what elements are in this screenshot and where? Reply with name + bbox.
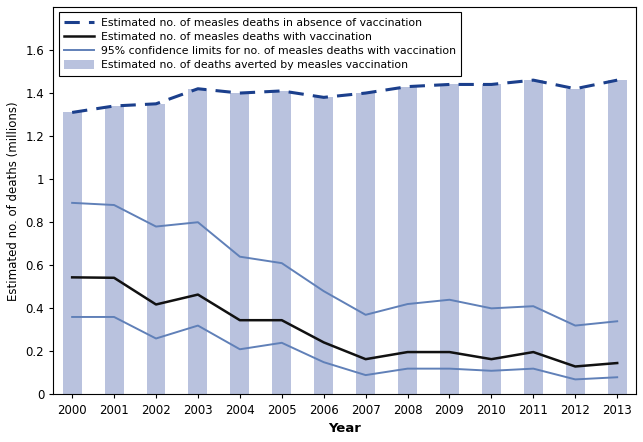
Bar (63, 112, 82, 394)
Legend: Estimated no. of measles deaths in absence of vaccination, Estimated no. of meas: Estimated no. of measles deaths in absen… (59, 12, 462, 76)
Bar (147, 104, 165, 394)
Bar (482, 84, 501, 394)
Bar (440, 84, 459, 394)
Bar (524, 80, 543, 394)
Bar (314, 97, 333, 394)
Bar (188, 89, 207, 394)
X-axis label: Year: Year (328, 422, 361, 435)
Bar (566, 89, 584, 394)
Bar (273, 91, 291, 394)
Bar (230, 93, 249, 394)
Bar (398, 87, 417, 394)
Bar (608, 80, 627, 394)
Y-axis label: Estimated no. of deaths (millions): Estimated no. of deaths (millions) (7, 101, 20, 301)
Bar (105, 106, 123, 394)
Bar (356, 93, 375, 394)
